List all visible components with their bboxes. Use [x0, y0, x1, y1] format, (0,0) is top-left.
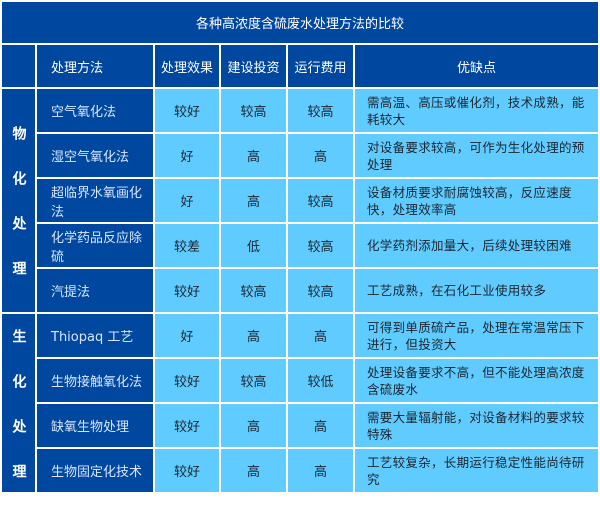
effect-cell: 较好 [155, 359, 219, 402]
method-cell: 化学药品反应除硫 [37, 224, 153, 267]
investment-cell: 较高 [221, 269, 286, 312]
pros-cons-cell: 需高温、高压或催化剂，技术成熟，能耗较大 [355, 89, 598, 132]
investment-cell: 低 [221, 224, 286, 267]
effect-cell: 较好 [155, 89, 219, 132]
investment-cell: 较高 [221, 359, 286, 402]
header-investment: 建设投资 [221, 45, 286, 87]
investment-cell: 高 [221, 404, 286, 447]
pros-cons-cell: 可得到单质硫产品，处理在常温常压下进行，但投资大 [355, 314, 598, 357]
pros-cons-cell: 化学药剂添加量大，后续处理较困难 [355, 224, 598, 267]
cost-cell: 高 [288, 134, 353, 177]
method-cell: 缺氧生物处理 [37, 404, 153, 447]
cost-cell: 较高 [288, 179, 353, 222]
effect-cell: 好 [155, 134, 219, 177]
cost-cell: 较高 [288, 224, 353, 267]
cost-cell: 高 [288, 449, 353, 492]
effect-cell: 好 [155, 314, 219, 357]
header-pros-cons: 优缺点 [355, 45, 598, 87]
effect-cell: 好 [155, 179, 219, 222]
pros-cons-cell: 需要大量辐射能，对设备材料的要求较特殊 [355, 404, 598, 447]
header-category [2, 45, 35, 87]
investment-cell: 高 [221, 179, 286, 222]
table-title: 各种高浓度含硫废水处理方法的比较 [2, 2, 598, 43]
effect-cell: 较好 [155, 404, 219, 447]
cost-cell: 较高 [288, 269, 353, 312]
category-cell: 生化处理 [2, 314, 35, 509]
effect-cell: 较好 [155, 269, 219, 312]
category-cell: 物化处理 [2, 89, 35, 312]
category-label: 物化处理 [10, 126, 27, 306]
investment-cell: 较高 [221, 89, 286, 132]
pros-cons-cell: 处理设备要求不高，但不能处理高浓度含硫废水 [355, 359, 598, 402]
method-cell: 空气氧化法 [37, 89, 153, 132]
investment-cell: 高 [221, 314, 286, 357]
method-cell: 生物接触氧化法 [37, 359, 153, 402]
pros-cons-cell: 工艺较复杂，长期运行稳定性能尚待研究 [355, 449, 598, 492]
header-method: 处理方法 [37, 45, 153, 87]
cost-cell: 较低 [288, 359, 353, 402]
pros-cons-cell: 工艺成熟，在石化工业使用较多 [355, 269, 598, 312]
method-cell: 汽提法 [37, 269, 153, 312]
method-cell: Thiopaq 工艺 [37, 314, 153, 357]
investment-cell: 高 [221, 449, 286, 492]
effect-cell: 较差 [155, 224, 219, 267]
cost-cell: 高 [288, 314, 353, 357]
investment-cell: 高 [221, 134, 286, 177]
header-operating-cost: 运行费用 [288, 45, 353, 87]
method-cell: 超临界水氧画化法 [37, 179, 153, 222]
category-label: 生化处理 [10, 328, 27, 509]
method-cell: 生物固定化技术 [37, 449, 153, 492]
cost-cell: 高 [288, 404, 353, 447]
method-cell: 湿空气氧化法 [37, 134, 153, 177]
header-effect: 处理效果 [155, 45, 219, 87]
pros-cons-cell: 设备材质要求耐腐蚀较高，反应速度快，处理效率高 [355, 179, 598, 222]
cost-cell: 较高 [288, 89, 353, 132]
pros-cons-cell: 对设备要求较高，可作为生化处理的预处理 [355, 134, 598, 177]
effect-cell: 较好 [155, 449, 219, 492]
